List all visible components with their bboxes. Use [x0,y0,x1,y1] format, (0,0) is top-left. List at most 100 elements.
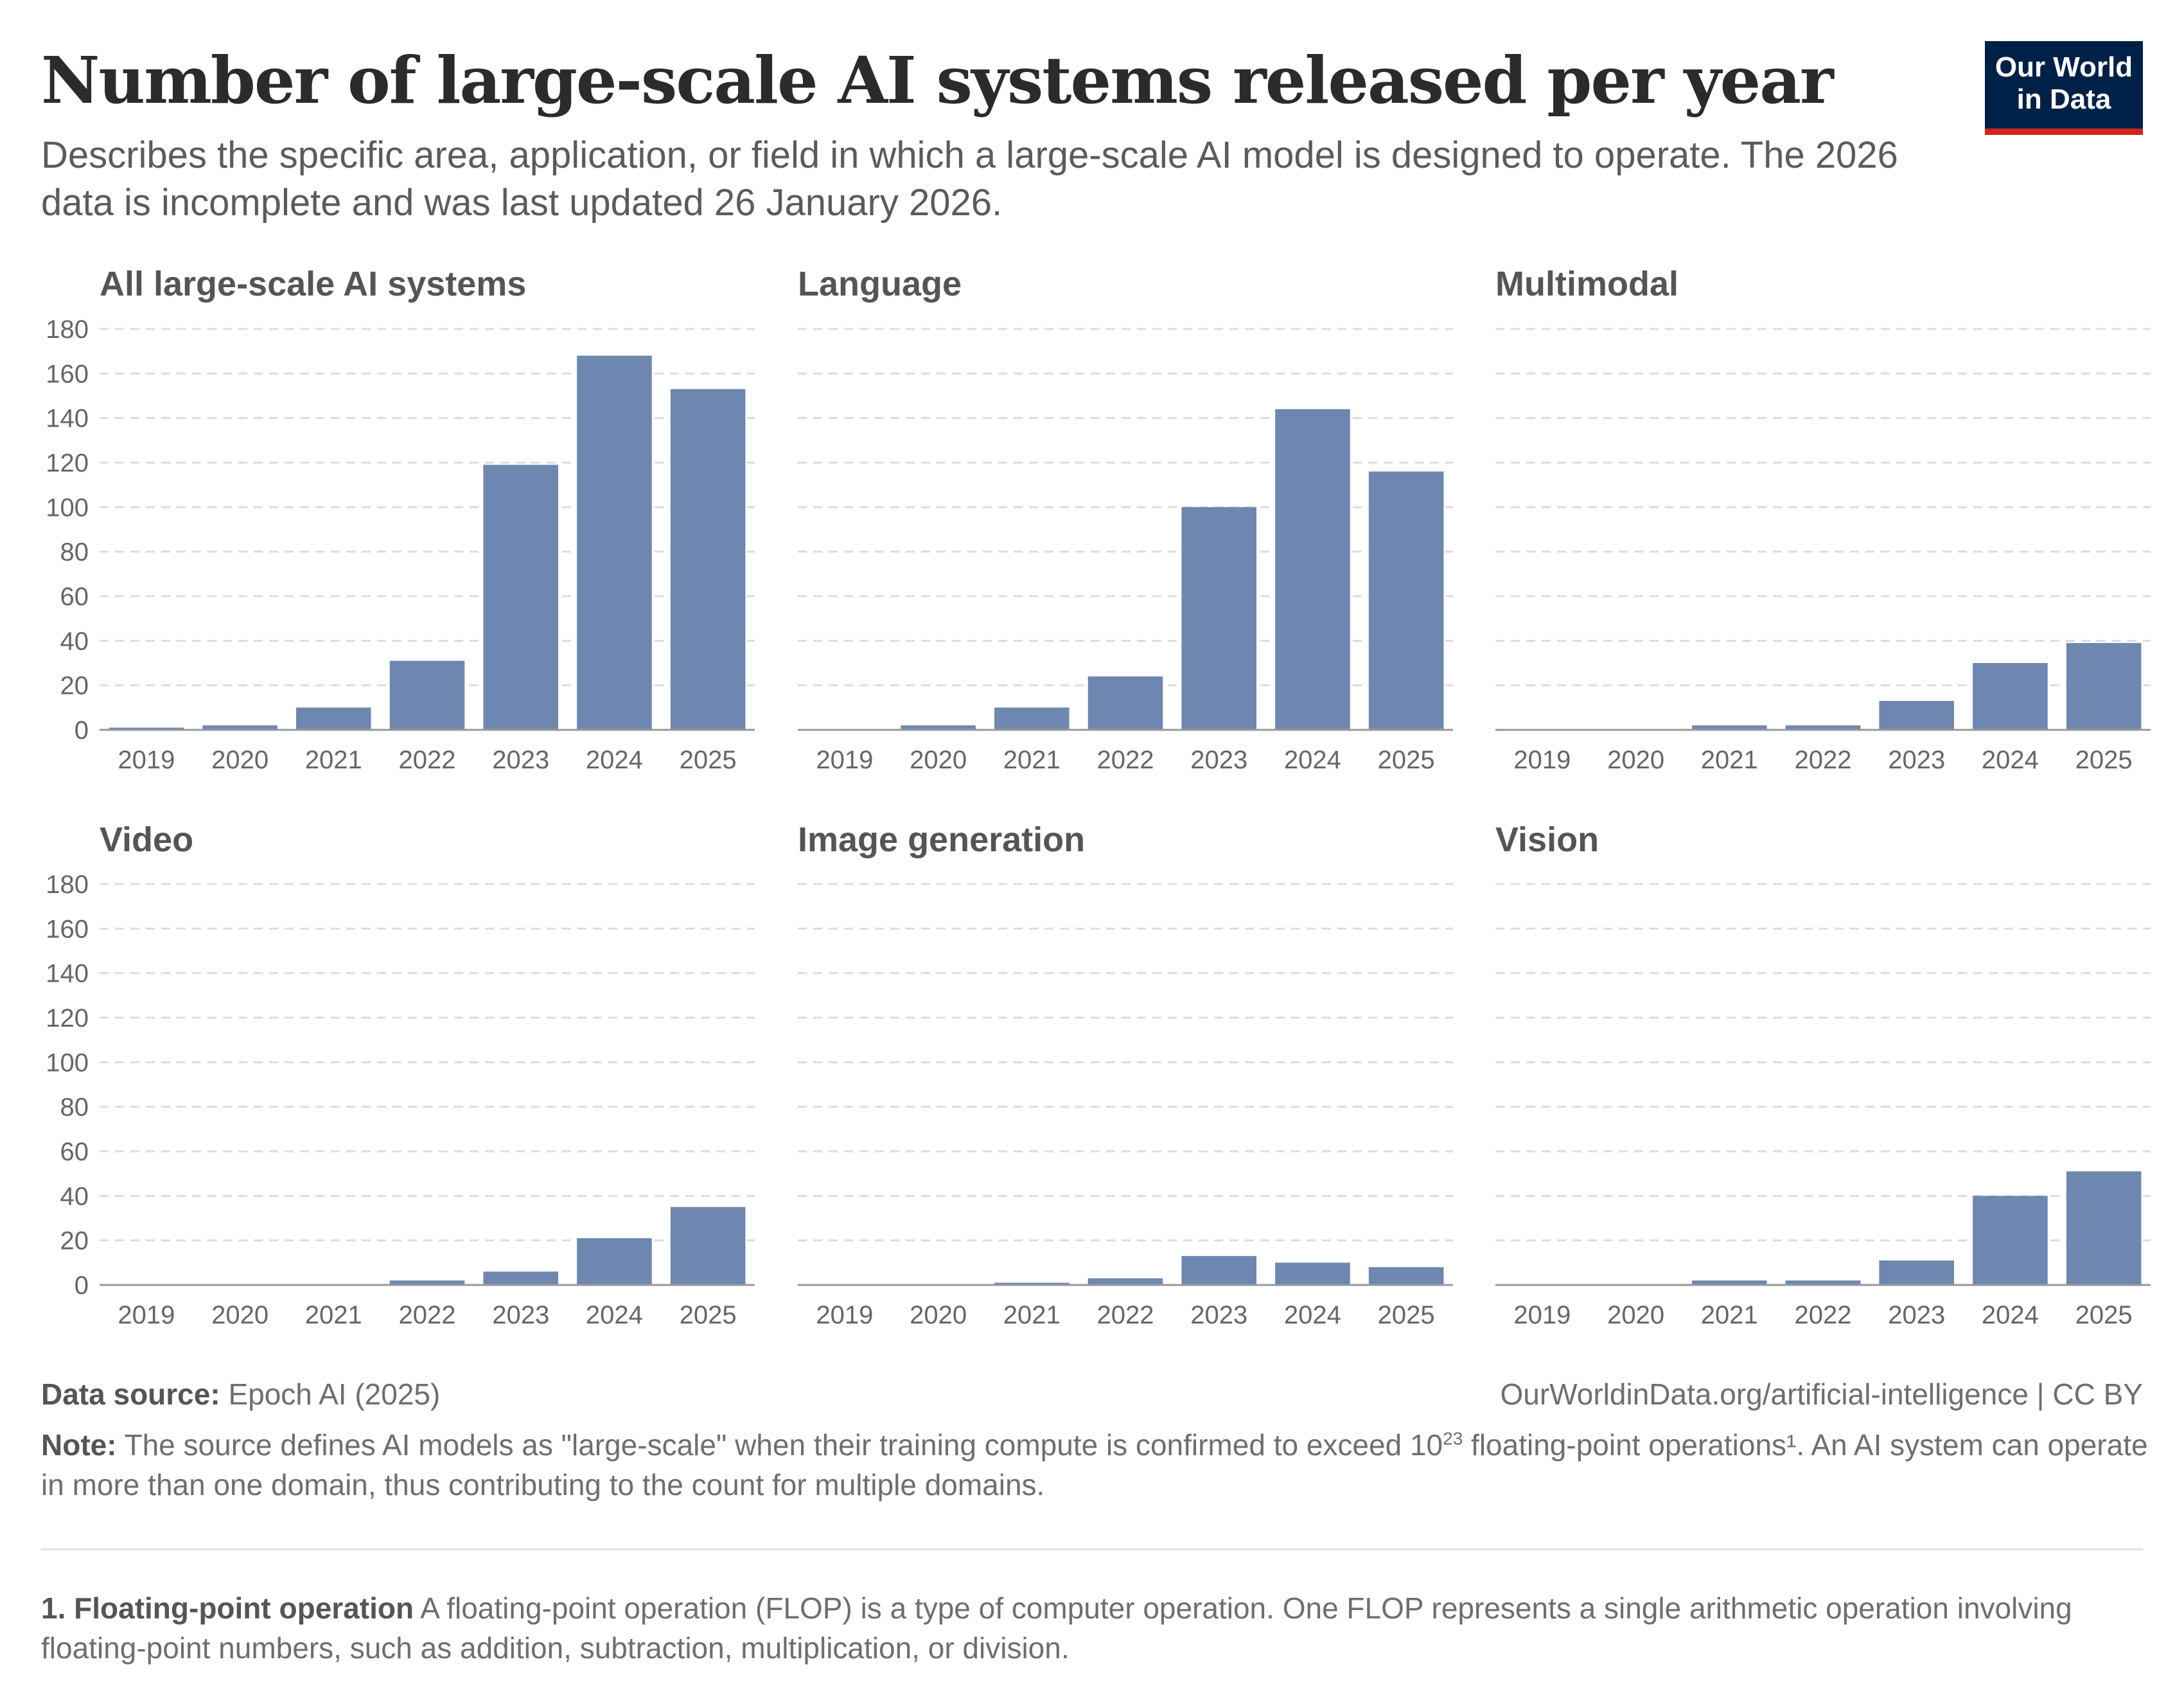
panel-title-multimodal: Multimodal [1495,265,1678,303]
x-tick-label: 2022 [1097,746,1154,774]
bar-video-2024[interactable] [577,1238,652,1285]
bar-image-generation-2024[interactable] [1275,1262,1350,1285]
y-tick-label: 180 [46,871,89,899]
y-tick-label: 80 [60,1093,89,1122]
x-tick-label: 2020 [1607,746,1664,774]
x-tick-label: 2020 [910,1301,967,1329]
bar-all-large-scale-ai-systems-2023[interactable] [483,465,558,730]
y-tick-label: 80 [60,538,89,567]
panel-title-image-generation: Image generation [798,820,1085,859]
note-superscript: 23 [1443,1428,1463,1449]
bar-image-generation-2025[interactable] [1368,1267,1444,1285]
note-text-2: floating-point operations¹. An AI system… [41,1428,2148,1501]
bar-all-large-scale-ai-systems-2020[interactable] [202,725,277,730]
bar-multimodal-2025[interactable] [2066,642,2142,730]
bar-all-large-scale-ai-systems-2022[interactable] [389,660,465,730]
panel-title-all-large-scale-ai-systems: All large-scale AI systems [100,265,526,303]
owid-logo[interactable]: Our World in Data [1985,41,2143,135]
logo-line-2: in Data [2016,84,2111,115]
x-tick-label: 2025 [680,1301,737,1329]
y-tick-label: 20 [60,672,89,700]
bar-all-large-scale-ai-systems-2024[interactable] [577,355,652,730]
note-label: Note: [41,1428,117,1462]
y-tick-label: 180 [46,315,89,344]
y-tick-label: 100 [46,493,89,522]
y-tick-label: 140 [46,960,89,988]
small-multiples-chart: All large-scale AI systems 0 20 40 60 80 100 12… [46,265,2151,1329]
y-tick-label: 0 [75,716,89,745]
bar-language-2022[interactable] [1088,676,1163,730]
x-tick-label: 2025 [680,746,737,774]
chart-subtitle: Describes the specific area, application… [41,134,1898,224]
bar-language-2021[interactable] [994,707,1070,730]
data-source: Data source: Epoch AI (2025) [41,1375,440,1413]
x-tick-label: 2024 [586,1301,643,1329]
bar-video-2025[interactable] [670,1207,746,1285]
bar-multimodal-2022[interactable] [1785,725,1861,730]
y-tick-label: 120 [46,449,89,477]
bar-vision-2023[interactable] [1879,1260,1954,1285]
x-tick-label: 2023 [1888,746,1945,774]
bar-vision-2021[interactable] [1692,1280,1767,1285]
x-tick-label: 2025 [1378,746,1435,774]
x-tick-label: 2020 [211,746,269,774]
bar-language-2023[interactable] [1181,507,1256,730]
y-tick-label: 40 [60,627,89,655]
chart-title: Number of large-scale AI systems release… [41,42,1834,118]
y-tick-label: 20 [60,1227,89,1255]
y-tick-label: 60 [60,1138,89,1166]
footnote: 1. Floating-point operation A floating-p… [41,1588,2148,1668]
bar-language-2020[interactable] [901,725,976,730]
x-tick-label: 2020 [1607,1301,1664,1329]
x-tick-label: 2024 [1284,1301,1341,1329]
y-tick-label: 120 [46,1004,89,1032]
bar-image-generation-2023[interactable] [1181,1255,1256,1285]
bar-multimodal-2023[interactable] [1879,700,1954,730]
x-tick-label: 2021 [1003,1301,1061,1329]
bar-all-large-scale-ai-systems-2019[interactable] [109,727,184,730]
x-tick-label: 2022 [1795,1301,1852,1329]
x-tick-label: 2024 [1982,746,2039,774]
bar-all-large-scale-ai-systems-2021[interactable] [296,707,371,730]
bar-image-generation-2022[interactable] [1088,1278,1163,1285]
x-tick-label: 2021 [1701,1301,1758,1329]
bar-language-2025[interactable] [1368,471,1444,730]
x-tick-label: 2019 [816,746,873,774]
data-source-label: Data source: [41,1377,220,1411]
bar-all-large-scale-ai-systems-2025[interactable] [670,389,746,730]
bar-vision-2022[interactable] [1785,1280,1861,1285]
x-tick-label: 2023 [1190,1301,1247,1329]
y-tick-label: 100 [46,1049,89,1077]
x-tick-label: 2023 [492,1301,549,1329]
bar-image-generation-2021[interactable] [994,1282,1070,1285]
x-tick-label: 2021 [305,746,362,774]
x-tick-label: 2022 [399,1301,456,1329]
panel-title-video: Video [100,820,193,859]
x-tick-label: 2020 [910,746,967,774]
y-tick-label: 40 [60,1182,89,1210]
source-url[interactable]: OurWorldinData.org/artificial-intelligen… [1500,1377,2143,1411]
y-tick-label: 60 [60,583,89,611]
bar-vision-2024[interactable] [1973,1196,2048,1285]
panel-title-language: Language [798,265,962,303]
x-tick-label: 2025 [1378,1301,1435,1329]
x-tick-label: 2020 [211,1301,269,1329]
x-tick-label: 2021 [305,1301,362,1329]
bar-multimodal-2021[interactable] [1692,725,1767,730]
bar-language-2024[interactable] [1275,409,1350,730]
logo-line-1: Our World [1995,51,2133,83]
bar-video-2023[interactable] [483,1271,558,1285]
y-tick-label: 160 [46,915,89,943]
bar-vision-2025[interactable] [2066,1171,2142,1285]
data-source-link[interactable]: Epoch AI (2025) [228,1377,441,1411]
x-tick-label: 2019 [118,746,175,774]
x-tick-label: 2021 [1003,746,1061,774]
chart-note: Note: The source defines AI models as "l… [41,1425,2148,1505]
x-tick-label: 2024 [1982,1301,2039,1329]
x-tick-label: 2025 [2075,746,2133,774]
bar-video-2022[interactable] [389,1280,465,1285]
y-tick-label: 160 [46,360,89,388]
x-tick-label: 2019 [1513,1301,1571,1329]
footer-divider [41,1548,2143,1550]
bar-multimodal-2024[interactable] [1973,663,2048,730]
